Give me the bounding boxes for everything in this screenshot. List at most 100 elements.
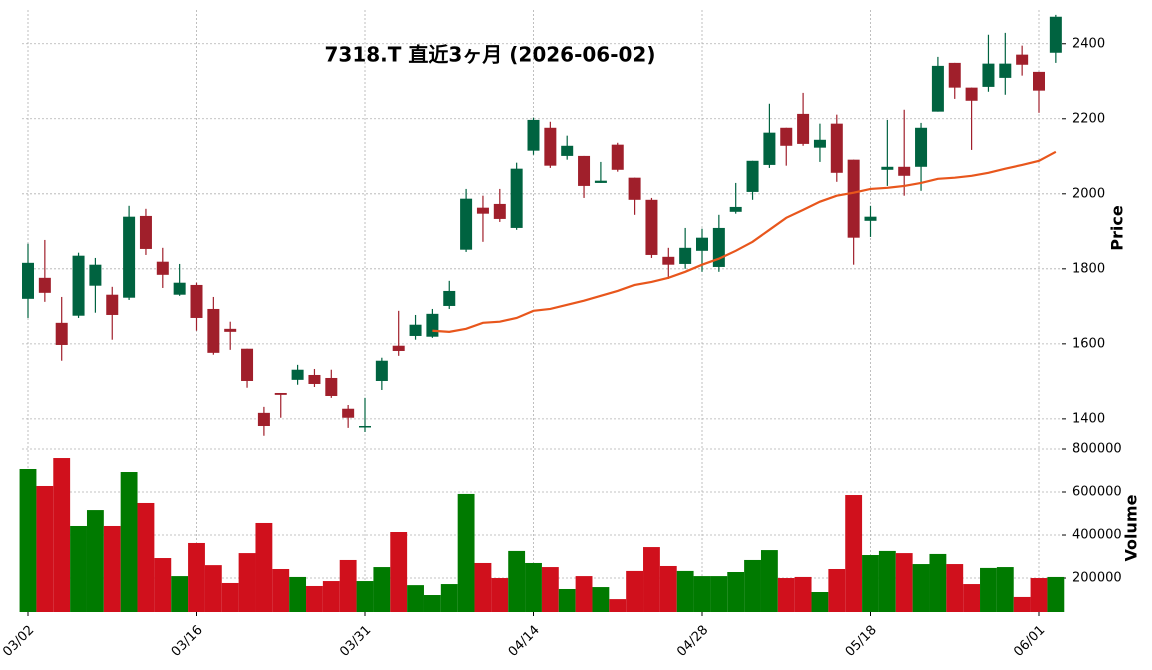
volume-bar (878, 550, 896, 612)
moving-average (432, 150, 1057, 333)
volume-bar (609, 599, 627, 612)
candle-body (190, 284, 203, 318)
volume-bar (272, 568, 290, 612)
candle-body (813, 139, 826, 148)
volume-bar (862, 555, 879, 612)
volume-bar (811, 592, 829, 612)
volume-bar (306, 585, 323, 612)
volume-bar (710, 576, 728, 612)
candle-body (308, 374, 321, 384)
candle-body (931, 65, 944, 112)
volume-bar (1047, 576, 1065, 612)
candle-body (780, 127, 793, 146)
candle-body (426, 313, 439, 337)
candle-body (325, 377, 338, 396)
candle-body (696, 237, 708, 251)
candle-body (409, 324, 422, 336)
candle-body (493, 203, 506, 219)
volume-bar (322, 581, 340, 612)
candle-body (982, 63, 995, 87)
volume-bar (1013, 596, 1031, 612)
volume-bar (828, 568, 846, 612)
volume-bar (946, 564, 964, 612)
candle-body (746, 160, 759, 192)
volume-bar (154, 558, 172, 612)
y-tick-label: 2400 (1072, 36, 1105, 51)
volume-bar (541, 567, 559, 612)
x-tick-label: 04/28 (674, 623, 711, 660)
volume-bar (373, 567, 391, 612)
volume-bar (626, 570, 644, 612)
volume-bar (659, 565, 677, 612)
volume-bar (356, 581, 374, 612)
volume-bar (794, 576, 812, 612)
candle-body (123, 216, 136, 298)
volume-bar (423, 595, 441, 612)
candle-body (578, 155, 591, 186)
volume-bar (912, 564, 930, 612)
candle-body (830, 123, 843, 173)
chart-title: 7318.T 直近3ヶ月 (2026-06-02) (325, 43, 656, 67)
y-axis-label: Price (1108, 205, 1127, 251)
candle-body (224, 328, 237, 332)
candle-body (443, 290, 456, 306)
volume-bar (171, 576, 189, 612)
y-tick-label: 800000 (1072, 442, 1122, 457)
volume-bar (643, 547, 660, 612)
candle-body (173, 282, 186, 295)
candle-body (527, 119, 540, 151)
candle-body (645, 199, 658, 255)
candle-body (22, 262, 34, 299)
candle-body (881, 166, 894, 170)
volume-bar (895, 553, 913, 612)
volume-bar (963, 584, 981, 612)
volume-bar (36, 485, 54, 612)
candle-body (948, 62, 961, 88)
candle-body (55, 322, 68, 345)
candle-body (1016, 54, 1029, 65)
y-tick-label: 1600 (1072, 336, 1105, 351)
candle-body (729, 206, 742, 212)
x-tick-label: 03/31 (337, 623, 374, 660)
volume-bar (760, 550, 778, 612)
volume-bar (70, 525, 87, 612)
candle-body (797, 113, 810, 144)
candle-body (342, 408, 355, 418)
x-tick-label: 04/14 (506, 623, 543, 660)
volume-bar (339, 559, 357, 612)
candle-body (359, 425, 371, 428)
candle-body (106, 294, 119, 315)
candle-body (291, 369, 304, 380)
candle-body (561, 145, 574, 156)
candle-body (1033, 71, 1045, 91)
volume-bar (238, 553, 256, 612)
volume-bar (457, 493, 475, 612)
candle-body (156, 261, 169, 275)
volume-bar (693, 576, 711, 612)
candle-body (510, 168, 523, 228)
candle-body (679, 247, 692, 264)
candle-body (594, 180, 607, 183)
volume-bar (777, 578, 795, 612)
candle-body (662, 256, 675, 265)
candle-body (898, 166, 911, 176)
volume-bar (255, 522, 273, 612)
volume-bar (929, 553, 947, 612)
candle-body (375, 360, 388, 381)
y-tick-label: 200000 (1072, 571, 1122, 586)
candle-body (847, 159, 860, 238)
volume-bar (980, 567, 997, 612)
volume-bar (491, 578, 509, 612)
volume-bar (525, 562, 542, 612)
x-tick-label: 06/01 (1011, 623, 1048, 660)
volume-axis-label: Volume (1122, 494, 1141, 561)
y-tick-label: 1800 (1072, 261, 1105, 276)
volume-bar (289, 576, 307, 612)
volume-bar (744, 559, 761, 612)
volume-bar (845, 495, 863, 612)
volume-bar (53, 458, 71, 612)
candle-body (207, 308, 220, 353)
candle-body (257, 412, 270, 426)
x-tick-label: 03/02 (0, 623, 37, 660)
